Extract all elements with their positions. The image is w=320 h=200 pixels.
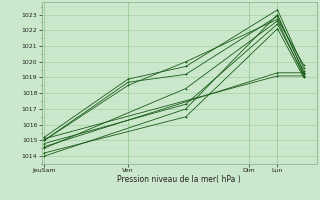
X-axis label: Pression niveau de la mer( hPa ): Pression niveau de la mer( hPa ) (117, 175, 241, 184)
